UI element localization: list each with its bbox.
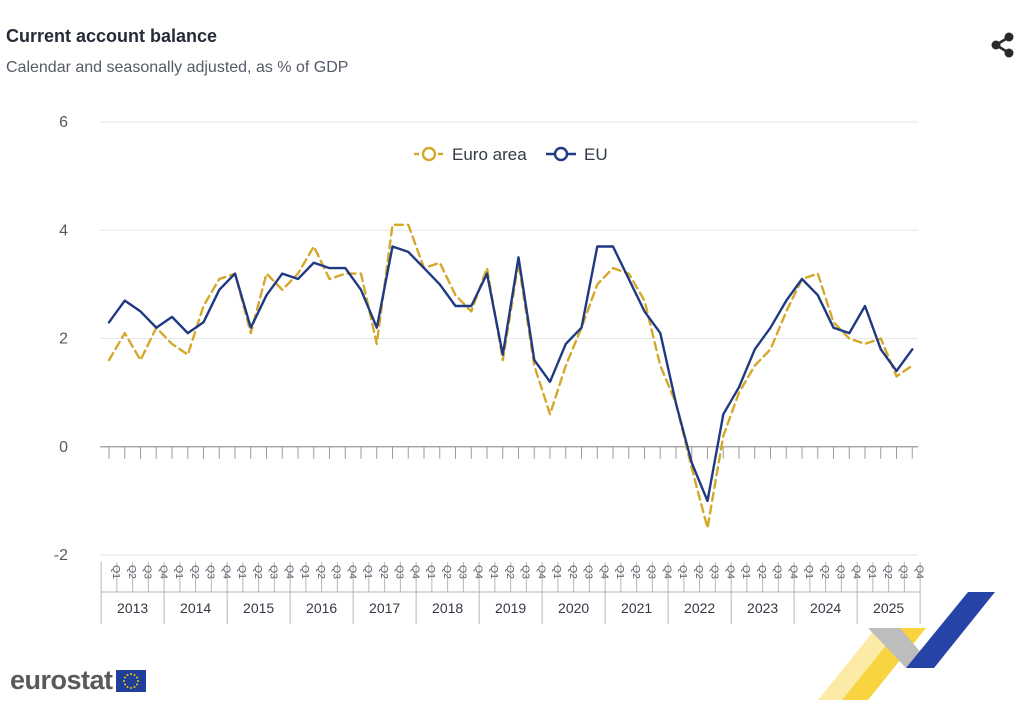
quarter-label: Q2 (882, 565, 894, 579)
quarter-label: Q1 (740, 565, 752, 579)
quarter-label: Q1 (677, 565, 689, 579)
quarter-label: Q1 (425, 565, 437, 579)
logo-text: eurostat (10, 665, 113, 695)
quarter-label: Q1 (551, 565, 563, 579)
quarter-label: Q1 (614, 565, 626, 579)
quarter-label: Q3 (520, 565, 532, 579)
year-label: 2022 (684, 600, 715, 616)
y-tick-label: 0 (59, 439, 68, 456)
quarter-label: Q1 (299, 565, 311, 579)
year-label: 2013 (117, 600, 148, 616)
share-icon (991, 32, 1014, 58)
chart-title: Current account balance (6, 26, 218, 46)
quarter-label: Q2 (567, 565, 579, 579)
year-label: 2024 (810, 600, 841, 616)
quarter-label: Q3 (457, 565, 469, 579)
quarter-label: Q4 (472, 565, 484, 579)
quarter-label: Q4 (409, 565, 421, 579)
quarter-label: Q4 (535, 565, 547, 579)
quarter-label: Q3 (898, 565, 910, 579)
year-label: 2021 (621, 600, 652, 616)
quarter-label: Q3 (646, 565, 658, 579)
quarter-label: Q4 (220, 565, 232, 579)
x-axis: Q1 Q2 Q3 Q4 Q1 Q2 Q3 Q4 Q1 Q2 Q3 Q4 Q1 Q2 Q3 Q4 Q1 Q2 Q3 Q4… (100, 446, 925, 624)
eurostat-logo: eurostat (10, 665, 146, 696)
quarter-label: Q3 (709, 565, 721, 579)
legend-marker-0 (421, 146, 437, 162)
quarter-label: Q3 (142, 565, 154, 579)
quarter-label: Q4 (157, 565, 169, 579)
quarter-label: Q3 (394, 565, 406, 579)
quarter-label: Q2 (126, 565, 138, 579)
y-axis: -2 0 2 4 6 (54, 114, 68, 564)
quarter-label: Q2 (819, 565, 831, 579)
quarter-label: Q4 (598, 565, 610, 579)
year-label: 2015 (243, 600, 274, 616)
share-button[interactable] (988, 30, 1018, 60)
year-label: 2025 (873, 600, 904, 616)
quarter-label: Q2 (189, 565, 201, 579)
quarter-label: Q3 (835, 565, 847, 579)
quarter-label: Q2 (441, 565, 453, 579)
quarter-label: Q1 (803, 565, 815, 579)
y-tick-label: 2 (59, 331, 68, 348)
quarter-label: Q2 (693, 565, 705, 579)
quarter-label: Q3 (583, 565, 595, 579)
quarter-label: Q1 (236, 565, 248, 579)
quarter-label: Q4 (724, 565, 736, 579)
grid-lines (100, 121, 918, 556)
quarter-label: Q4 (661, 565, 673, 579)
chart-legend: Euro area EU (414, 145, 608, 164)
quarter-label: Q3 (268, 565, 280, 579)
year-label: 2018 (432, 600, 463, 616)
quarter-label: Q1 (110, 565, 122, 579)
year-label: 2016 (306, 600, 337, 616)
quarter-label: Q2 (504, 565, 516, 579)
quarter-label: Q2 (756, 565, 768, 579)
quarter-label: Q3 (331, 565, 343, 579)
legend-marker-1 (553, 146, 569, 162)
y-tick-label: 6 (59, 114, 68, 131)
quarter-label: Q4 (283, 565, 295, 579)
quarter-label: Q1 (866, 565, 878, 579)
quarter-label: Q4 (850, 565, 862, 579)
quarter-label: Q4 (787, 565, 799, 579)
legend-label-1: EU (584, 145, 608, 164)
legend-label-0: Euro area (452, 145, 527, 164)
quarter-label: Q3 (205, 565, 217, 579)
series-line-0 (107, 223, 914, 530)
quarter-label: Q2 (315, 565, 327, 579)
y-tick-label: -2 (54, 547, 68, 564)
series-lines (107, 223, 914, 530)
year-label: 2014 (180, 600, 211, 616)
quarter-label: Q1 (173, 565, 185, 579)
eu-flag-icon (115, 669, 146, 692)
quarter-label: Q4 (913, 565, 925, 579)
chart-subtitle: Calendar and seasonally adjusted, as % o… (6, 59, 349, 76)
quarter-label: Q2 (378, 565, 390, 579)
quarter-label: Q1 (362, 565, 374, 579)
quarter-label: Q3 (772, 565, 784, 579)
quarter-label: Q2 (252, 565, 264, 579)
series-line-1 (107, 245, 914, 503)
year-label: 2017 (369, 600, 400, 616)
year-label: 2020 (558, 600, 589, 616)
quarter-label: Q2 (630, 565, 642, 579)
y-tick-label: 4 (59, 222, 68, 239)
quarter-label: Q4 (346, 565, 358, 579)
year-label: 2023 (747, 600, 778, 616)
quarter-label: Q1 (488, 565, 500, 579)
year-label: 2019 (495, 600, 526, 616)
